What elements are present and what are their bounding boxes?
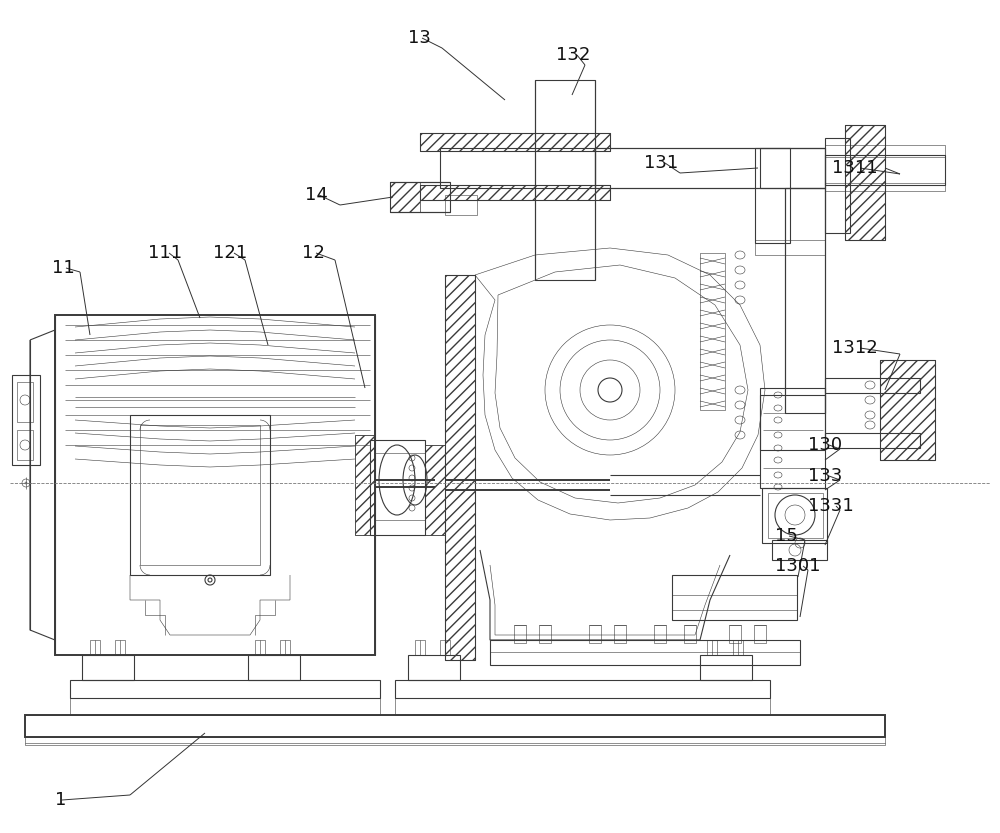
Text: 14: 14 <box>305 186 328 204</box>
Bar <box>785 188 825 413</box>
Bar <box>490 640 800 665</box>
Bar <box>733 640 743 655</box>
Bar <box>440 148 595 188</box>
Bar <box>760 388 825 488</box>
Text: 121: 121 <box>213 244 247 262</box>
Bar <box>390 182 450 212</box>
Bar <box>755 240 825 255</box>
Text: 12: 12 <box>302 244 325 262</box>
Bar <box>535 80 595 280</box>
Bar <box>420 185 610 200</box>
Bar <box>825 145 945 157</box>
Bar <box>248 655 300 680</box>
Text: 1312: 1312 <box>832 339 878 357</box>
Bar <box>880 360 935 460</box>
Bar <box>355 435 375 535</box>
Bar <box>707 640 717 655</box>
Bar <box>415 640 425 655</box>
Bar <box>845 125 885 240</box>
Bar <box>395 698 770 715</box>
Text: 15: 15 <box>775 527 798 545</box>
Bar <box>408 655 460 680</box>
Bar <box>654 625 666 643</box>
Bar <box>539 625 551 643</box>
Bar <box>130 415 270 575</box>
Text: 132: 132 <box>556 46 590 64</box>
Bar <box>17 382 33 422</box>
Text: 11: 11 <box>52 259 75 277</box>
Bar <box>82 655 134 680</box>
Bar <box>514 625 526 643</box>
Bar <box>425 445 445 535</box>
Bar <box>280 640 290 655</box>
Bar <box>12 375 40 465</box>
Bar <box>440 640 450 655</box>
Text: 13: 13 <box>408 29 431 47</box>
Bar <box>672 575 797 620</box>
Bar <box>255 640 265 655</box>
Bar <box>25 737 885 745</box>
Bar <box>55 315 375 655</box>
Text: 133: 133 <box>808 467 842 485</box>
Bar <box>90 640 100 655</box>
Bar <box>140 425 260 565</box>
Bar <box>729 625 741 643</box>
Bar <box>355 435 375 535</box>
Bar <box>684 625 696 643</box>
Bar <box>595 148 825 188</box>
Bar <box>589 625 601 643</box>
Bar <box>70 680 380 698</box>
Bar <box>768 493 823 538</box>
Bar <box>370 440 425 535</box>
Bar <box>754 625 766 643</box>
Bar <box>70 698 380 715</box>
Bar <box>17 430 33 460</box>
Text: 1331: 1331 <box>808 497 854 515</box>
Bar <box>760 148 825 188</box>
Bar <box>762 488 827 543</box>
Bar <box>390 182 420 212</box>
Bar <box>420 133 610 151</box>
Bar <box>825 183 945 191</box>
Bar <box>445 275 475 660</box>
Bar <box>445 195 477 215</box>
Bar <box>425 445 445 535</box>
Bar <box>825 433 920 448</box>
Bar <box>845 125 885 240</box>
Bar <box>825 155 945 185</box>
Bar <box>880 360 935 460</box>
Bar <box>700 655 752 680</box>
Bar <box>760 395 825 450</box>
Text: 1301: 1301 <box>775 557 820 575</box>
Bar <box>772 540 827 560</box>
Bar <box>115 640 125 655</box>
Bar <box>395 680 770 698</box>
Bar <box>420 185 610 200</box>
Text: 1311: 1311 <box>832 159 878 177</box>
Text: 130: 130 <box>808 436 842 454</box>
Bar <box>614 625 626 643</box>
Bar <box>755 148 790 243</box>
Bar <box>825 378 920 393</box>
Bar <box>825 138 850 233</box>
Bar <box>445 275 475 660</box>
Bar <box>25 715 885 737</box>
Text: 131: 131 <box>644 154 678 172</box>
Text: 111: 111 <box>148 244 182 262</box>
Text: 1: 1 <box>55 791 66 809</box>
Bar <box>420 133 610 151</box>
